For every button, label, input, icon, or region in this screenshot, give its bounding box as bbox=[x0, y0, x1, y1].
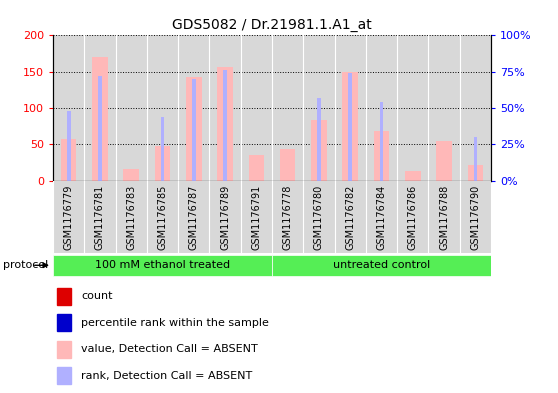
Text: GSM1176788: GSM1176788 bbox=[439, 184, 449, 250]
Bar bbox=[317, 98, 321, 181]
Bar bbox=[379, 102, 383, 181]
Text: GSM1176787: GSM1176787 bbox=[189, 184, 199, 250]
Text: GSM1176790: GSM1176790 bbox=[470, 184, 480, 250]
Text: GSM1176786: GSM1176786 bbox=[408, 184, 418, 250]
Bar bbox=[57, 288, 71, 305]
Bar bbox=[343, 72, 358, 181]
Text: GSM1176781: GSM1176781 bbox=[95, 184, 105, 250]
Text: GSM1176785: GSM1176785 bbox=[157, 184, 167, 250]
Bar bbox=[474, 137, 477, 181]
Bar bbox=[248, 154, 264, 181]
Bar bbox=[92, 57, 108, 181]
Text: GSM1176783: GSM1176783 bbox=[126, 184, 136, 250]
Text: rank, Detection Call = ABSENT: rank, Detection Call = ABSENT bbox=[81, 371, 253, 381]
Text: GSM1176784: GSM1176784 bbox=[377, 184, 387, 250]
Text: GSM1176782: GSM1176782 bbox=[345, 184, 355, 250]
Bar bbox=[223, 70, 227, 181]
Bar bbox=[98, 76, 102, 181]
Bar bbox=[57, 314, 71, 331]
Text: count: count bbox=[81, 291, 113, 301]
Bar bbox=[67, 111, 70, 181]
Bar bbox=[186, 77, 201, 181]
Bar bbox=[57, 341, 71, 358]
Bar bbox=[374, 131, 389, 181]
Bar bbox=[57, 367, 71, 384]
Text: 100 mM ethanol treated: 100 mM ethanol treated bbox=[95, 260, 230, 270]
Bar bbox=[348, 73, 352, 181]
Text: GSM1176789: GSM1176789 bbox=[220, 184, 230, 250]
FancyBboxPatch shape bbox=[53, 255, 272, 276]
Bar bbox=[280, 149, 296, 181]
Bar bbox=[468, 165, 483, 181]
Bar bbox=[161, 117, 165, 181]
Text: GSM1176791: GSM1176791 bbox=[252, 184, 261, 250]
Bar bbox=[123, 169, 139, 181]
Bar bbox=[217, 67, 233, 181]
Text: GSM1176778: GSM1176778 bbox=[283, 184, 292, 250]
Bar bbox=[61, 140, 76, 181]
Text: percentile rank within the sample: percentile rank within the sample bbox=[81, 318, 270, 328]
Text: untreated control: untreated control bbox=[333, 260, 430, 270]
Bar bbox=[192, 79, 196, 181]
Bar bbox=[436, 141, 452, 181]
Text: value, Detection Call = ABSENT: value, Detection Call = ABSENT bbox=[81, 344, 258, 354]
FancyBboxPatch shape bbox=[272, 255, 491, 276]
Bar bbox=[155, 146, 170, 181]
Bar bbox=[311, 120, 327, 181]
Text: protocol: protocol bbox=[3, 260, 48, 270]
Text: GSM1176780: GSM1176780 bbox=[314, 184, 324, 250]
Bar bbox=[405, 171, 421, 181]
Text: GSM1176779: GSM1176779 bbox=[64, 184, 74, 250]
Title: GDS5082 / Dr.21981.1.A1_at: GDS5082 / Dr.21981.1.A1_at bbox=[172, 18, 372, 31]
